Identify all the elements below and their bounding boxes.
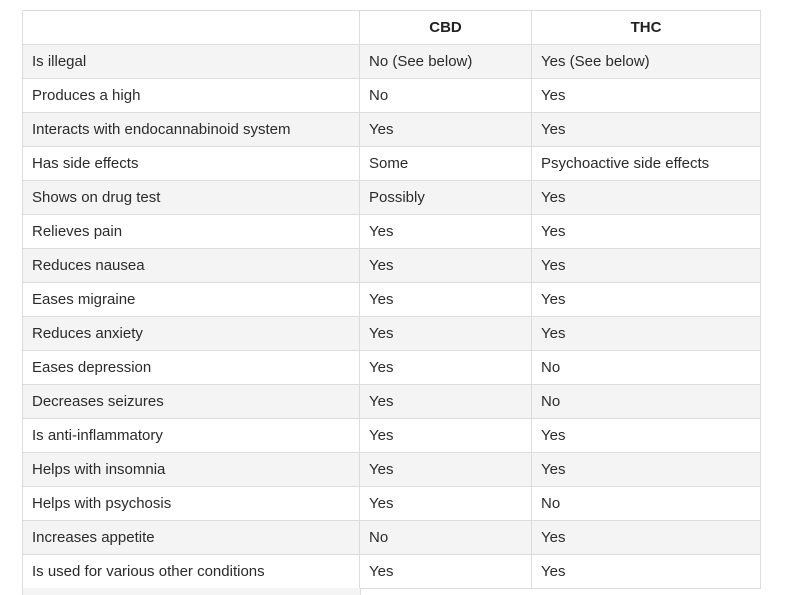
header-thc: THC	[531, 10, 761, 45]
feature-cell: Interacts with endocannabinoid system	[22, 112, 360, 147]
table-row: Eases depression Yes No	[22, 350, 761, 385]
thc-cell: Yes (See below)	[531, 44, 761, 79]
thc-cell: Yes	[531, 112, 761, 147]
table-row: Interacts with endocannabinoid system Ye…	[22, 112, 761, 147]
cbd-cell: Some	[359, 146, 532, 181]
feature-cell: Shows on drug test	[22, 180, 360, 215]
table-row: Helps with insomnia Yes Yes	[22, 452, 761, 487]
thc-cell: No	[531, 350, 761, 385]
table-row: Reduces anxiety Yes Yes	[22, 316, 761, 351]
feature-cell: Decreases seizures	[22, 384, 360, 419]
thc-cell: Yes	[531, 554, 761, 589]
table-row: Relieves pain Yes Yes	[22, 214, 761, 249]
table-row: Is illegal No (See below) Yes (See below…	[22, 44, 761, 79]
feature-cell: Increases appetite	[22, 520, 360, 555]
table-header: CBD THC	[22, 10, 761, 45]
cbd-cell: Yes	[359, 316, 532, 351]
feature-cell: Relieves pain	[22, 214, 360, 249]
feature-cell: Reduces nausea	[22, 248, 360, 283]
table-row: Has side effects Some Psychoactive side …	[22, 146, 761, 181]
cbd-cell: Yes	[359, 112, 532, 147]
table-row: Reduces nausea Yes Yes	[22, 248, 761, 283]
feature-cell: Produces a high	[22, 78, 360, 113]
next-row-partial	[22, 588, 361, 595]
feature-cell: Helps with insomnia	[22, 452, 360, 487]
cbd-cell: No	[359, 520, 532, 555]
thc-cell: Yes	[531, 180, 761, 215]
cbd-cell: No	[359, 78, 532, 113]
table-row: Produces a high No Yes	[22, 78, 761, 113]
header-cbd: CBD	[359, 10, 532, 45]
table-row: Decreases seizures Yes No	[22, 384, 761, 419]
cbd-cell: Yes	[359, 214, 532, 249]
cbd-cell: Yes	[359, 248, 532, 283]
table-row: Shows on drug test Possibly Yes	[22, 180, 761, 215]
table-body: Is illegal No (See below) Yes (See below…	[22, 44, 761, 589]
header-feature	[22, 10, 360, 45]
thc-cell: Yes	[531, 520, 761, 555]
thc-cell: Yes	[531, 214, 761, 249]
table-row: Eases migraine Yes Yes	[22, 282, 761, 317]
table-row: Is used for various other conditions Yes…	[22, 554, 761, 589]
feature-cell: Has side effects	[22, 146, 360, 181]
thc-cell: No	[531, 384, 761, 419]
feature-cell: Reduces anxiety	[22, 316, 360, 351]
thc-cell: Yes	[531, 316, 761, 351]
feature-cell: Is used for various other conditions	[22, 554, 360, 589]
table-row: Helps with psychosis Yes No	[22, 486, 761, 521]
cbd-cell: Yes	[359, 418, 532, 453]
feature-cell: Helps with psychosis	[22, 486, 360, 521]
cbd-cell: Yes	[359, 350, 532, 385]
cbd-cell: Yes	[359, 486, 532, 521]
cbd-cell: Yes	[359, 452, 532, 487]
cbd-cell: No (See below)	[359, 44, 532, 79]
cbd-cell: Yes	[359, 554, 532, 589]
thc-cell: Yes	[531, 418, 761, 453]
cbd-cell: Yes	[359, 282, 532, 317]
cbd-thc-comparison-table: CBD THC Is illegal No (See below) Yes (S…	[22, 10, 761, 589]
feature-cell: Is anti-inflammatory	[22, 418, 360, 453]
cbd-cell: Yes	[359, 384, 532, 419]
table-row: Is anti-inflammatory Yes Yes	[22, 418, 761, 453]
table-row: Increases appetite No Yes	[22, 520, 761, 555]
feature-cell: Eases depression	[22, 350, 360, 385]
thc-cell: Psychoactive side effects	[531, 146, 761, 181]
header-row: CBD THC	[22, 10, 761, 45]
thc-cell: Yes	[531, 248, 761, 283]
thc-cell: No	[531, 486, 761, 521]
thc-cell: Yes	[531, 282, 761, 317]
cbd-cell: Possibly	[359, 180, 532, 215]
thc-cell: Yes	[531, 78, 761, 113]
comparison-table-container: CBD THC Is illegal No (See below) Yes (S…	[22, 10, 761, 589]
thc-cell: Yes	[531, 452, 761, 487]
feature-cell: Is illegal	[22, 44, 360, 79]
feature-cell: Eases migraine	[22, 282, 360, 317]
